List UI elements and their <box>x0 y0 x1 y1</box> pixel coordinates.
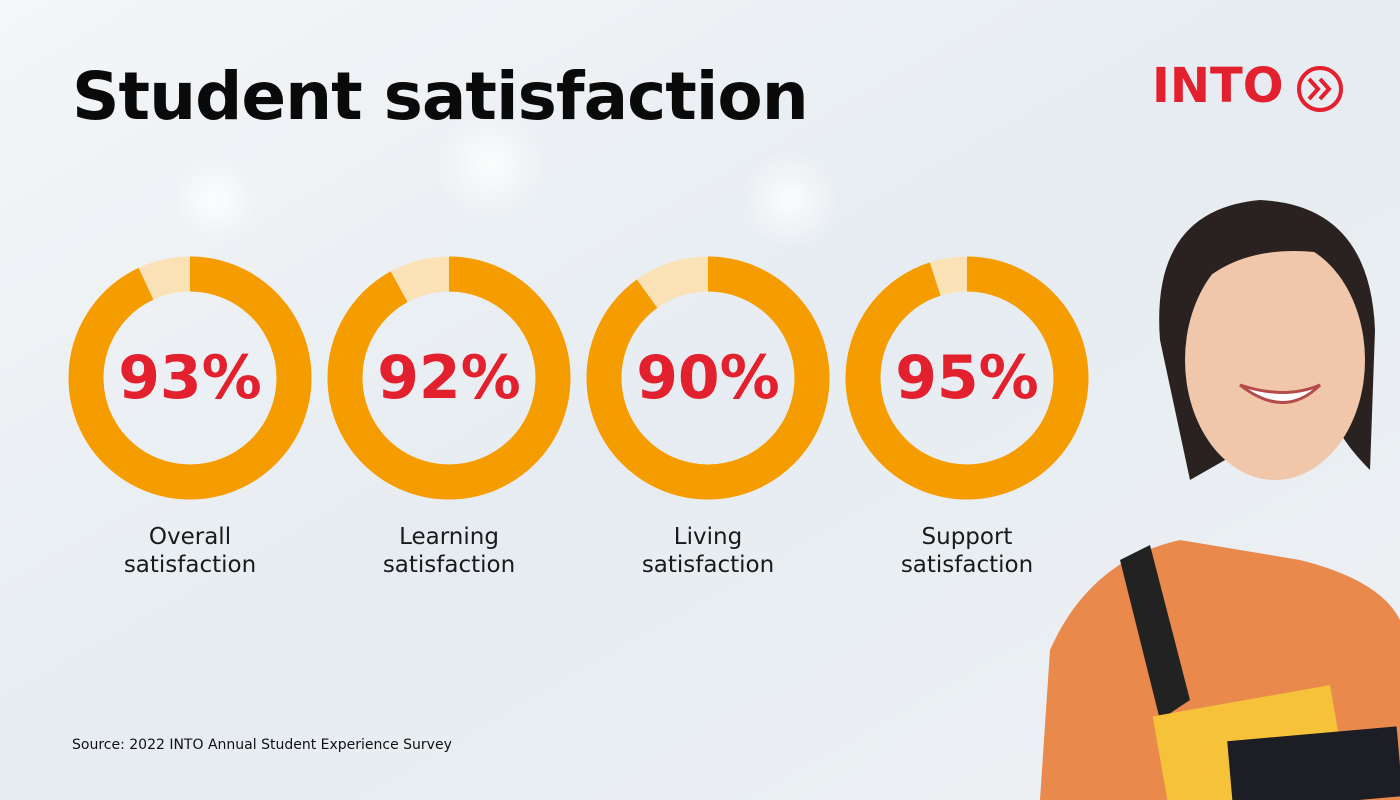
category-label: Living satisfaction <box>641 524 775 578</box>
donut-arc <box>327 256 571 500</box>
value-label: 92% <box>377 343 521 413</box>
value-label: 93% <box>118 343 262 413</box>
category-label: Support satisfaction <box>900 524 1034 578</box>
donut-arc <box>68 256 312 500</box>
category-label: Overall satisfaction <box>123 524 257 578</box>
person-photo <box>1040 200 1400 800</box>
donut-arc <box>586 256 830 500</box>
value-label: 95% <box>895 343 1039 413</box>
category-label: Learning satisfaction <box>382 524 516 578</box>
bokeh <box>435 110 545 220</box>
source-note: Source: 2022 INTO Annual Student Experie… <box>72 737 452 753</box>
logo-mark <box>1297 66 1343 112</box>
value-label: 90% <box>636 343 780 413</box>
bokeh <box>740 150 840 250</box>
donut-arc <box>845 256 1089 500</box>
chart-title: Student satisfaction <box>72 58 809 135</box>
bokeh <box>170 155 260 245</box>
logo: INTO <box>1152 58 1284 114</box>
